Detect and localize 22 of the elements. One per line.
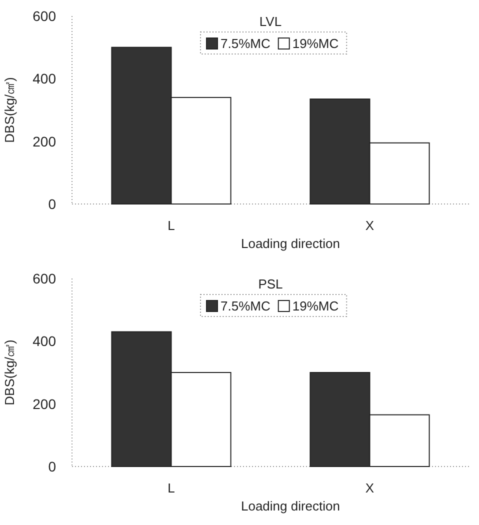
y-tick-label: 0 — [48, 196, 56, 212]
x-axis-title: Loading direction — [240, 498, 340, 514]
y-tick-label: 200 — [32, 396, 56, 412]
legend-label: 19%MC — [292, 298, 339, 314]
legend-label: 19%MC — [292, 36, 339, 51]
legend-label: 7.5%MC — [220, 36, 270, 51]
x-tick-label: L — [168, 480, 175, 496]
y-tick-label: 400 — [32, 333, 56, 350]
x-tick-label: X — [365, 480, 374, 496]
legend-label: 7.5%MC — [220, 298, 270, 314]
x-tick-label: X — [365, 218, 374, 233]
x-tick-label: L — [168, 218, 175, 233]
y-tick-label: 200 — [32, 133, 56, 150]
x-axis-title: Loading direction — [240, 236, 340, 251]
chart-title: LVL — [259, 14, 282, 29]
y-tick-label: 0 — [48, 458, 56, 474]
y-tick-label: 600 — [32, 8, 56, 24]
y-axis-title: DBS(kg/㎠) — [2, 77, 17, 143]
y-tick-label: 600 — [32, 270, 56, 286]
y-tick-label: 400 — [32, 70, 56, 87]
chart-title: PSL — [258, 276, 283, 292]
y-axis-title: DBS(kg/㎠) — [2, 340, 17, 406]
